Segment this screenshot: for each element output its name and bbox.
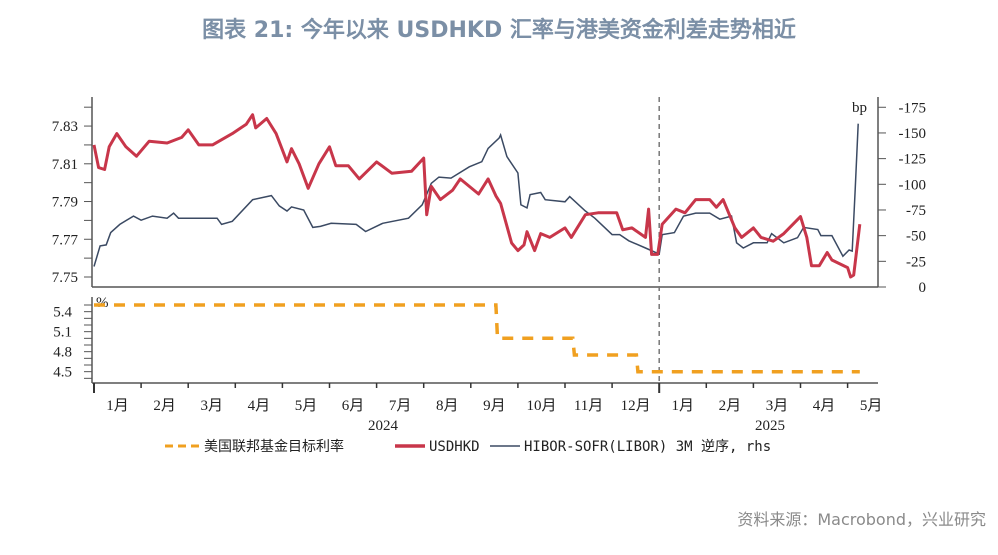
left-tick-label: 7.79: [52, 195, 78, 211]
month-label: 5月: [295, 398, 318, 414]
month-label: 4月: [813, 398, 836, 414]
month-label: 3月: [766, 398, 789, 414]
month-label: 5月: [860, 398, 883, 414]
left-tick-label: 7.81: [52, 157, 78, 173]
left-tick-label: 7.83: [52, 119, 78, 135]
month-label: 10月: [526, 398, 556, 414]
left-tick-label: 7.75: [52, 270, 78, 286]
legend-label: USDHKD: [429, 439, 480, 455]
right-tick-label: -150: [899, 126, 927, 142]
right-tick-label: -75: [906, 203, 926, 219]
bottom-tick-label: 4.5: [53, 365, 72, 381]
month-label: 7月: [389, 398, 412, 414]
right-tick-label: -25: [906, 254, 926, 270]
month-label: 2月: [153, 398, 176, 414]
right-tick-label: -50: [906, 229, 926, 245]
left-tick-label: 7.77: [52, 232, 79, 248]
month-label: 2月: [719, 398, 742, 414]
usdhkd-line: [92, 113, 862, 279]
bottom-axis-unit: %: [96, 295, 109, 311]
fed-funds-rate-line: [94, 303, 860, 374]
month-label: 4月: [248, 398, 271, 414]
source-note: 资料来源：Macrobond，兴业研究: [737, 510, 986, 529]
month-label: 9月: [483, 398, 506, 414]
month-label: 8月: [436, 398, 459, 414]
bottom-tick-label: 5.4: [53, 305, 72, 321]
bottom-tick-label: 4.8: [53, 345, 72, 361]
right-tick-label: 0: [919, 280, 927, 296]
year-label: 2025: [755, 418, 785, 434]
month-label: 1月: [106, 398, 129, 414]
bottom-tick-label: 5.1: [53, 325, 72, 341]
chart-title: 图表 21: 今年以来 USDHKD 汇率与港美资金利差走势相近: [202, 18, 796, 43]
year-label: 2024: [368, 418, 399, 434]
month-label: 12月: [621, 398, 651, 414]
right-tick-label: -100: [899, 177, 927, 193]
right-axis-unit: bp: [852, 100, 867, 116]
month-label: 11月: [574, 398, 603, 414]
legend-label: HIBOR-SOFR(LIBOR) 3M 逆序, rhs: [524, 439, 771, 455]
right-tick-label: -125: [899, 152, 927, 168]
month-label: 3月: [200, 398, 223, 414]
month-label: 6月: [342, 398, 365, 414]
hibor-sofr-line: [93, 123, 859, 267]
month-label: 1月: [671, 398, 694, 414]
right-tick-label: -175: [899, 100, 927, 116]
legend-label: 美国联邦基金目标利率: [204, 438, 344, 455]
